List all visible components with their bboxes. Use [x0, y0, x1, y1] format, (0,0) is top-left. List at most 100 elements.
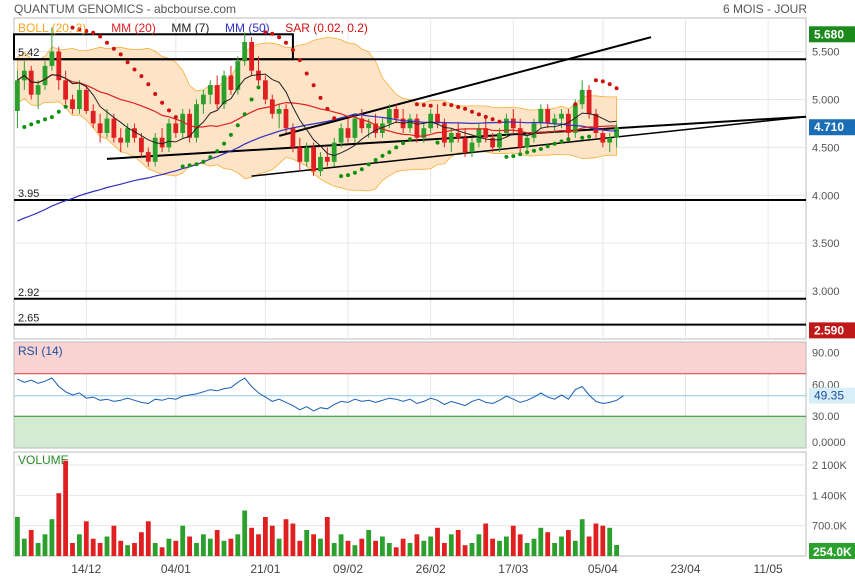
chart-title: QUANTUM GENOMICS - abcbourse.com	[14, 2, 237, 16]
sar-dot	[387, 150, 392, 155]
x-tick-label: 05/04	[588, 562, 618, 576]
sar-dot	[346, 173, 350, 178]
sar-dot	[105, 40, 109, 45]
rsi-tick-label: 30.00	[812, 411, 840, 423]
moving-averages	[17, 73, 617, 222]
sar-dot	[235, 123, 240, 128]
volume-bar	[97, 543, 103, 556]
rsi-tick-label: 90.00	[812, 348, 840, 360]
sar-dot	[318, 95, 323, 100]
candle-body	[159, 137, 165, 148]
volume-bar	[214, 530, 220, 556]
price-tick-label: 4.500	[812, 142, 840, 154]
volume-bar	[510, 525, 516, 556]
volume-bar	[42, 534, 48, 556]
volume-bar	[448, 534, 454, 556]
candle-body	[572, 104, 578, 133]
candle-body	[166, 123, 172, 148]
sar-dot	[70, 25, 75, 30]
sar-dot	[339, 174, 344, 179]
level-label: 3.95	[18, 188, 39, 200]
sar-dot	[201, 159, 206, 164]
volume-bar	[462, 545, 468, 556]
volume-bar	[290, 523, 296, 556]
volume-bar	[311, 534, 316, 556]
legend-item: MM (7)	[171, 21, 209, 35]
candle-body	[173, 123, 179, 133]
sar-dot	[456, 105, 461, 109]
volume-bar	[49, 519, 55, 556]
sar-dot	[84, 29, 89, 33]
volume-bar	[579, 519, 585, 556]
volume-bar	[63, 460, 68, 556]
candle-body	[393, 109, 399, 119]
sar-dot	[63, 104, 68, 109]
ma7-line	[17, 73, 617, 157]
sar-dot	[187, 163, 192, 168]
volume-bar	[90, 538, 96, 556]
ma20-line	[17, 74, 617, 137]
volume-bar	[517, 534, 523, 556]
volume-bar	[28, 530, 34, 556]
volume-bar	[386, 543, 392, 556]
level-label: 2.65	[18, 313, 39, 325]
sar-dot	[593, 78, 598, 83]
sar-dot	[153, 92, 158, 96]
sar-dot	[167, 108, 171, 113]
sar-dot	[559, 139, 564, 144]
candle-body	[132, 128, 137, 138]
parabolic-sar	[22, 25, 619, 179]
sar-dot	[284, 40, 288, 45]
candle-body	[593, 113, 599, 133]
volume-bar	[221, 540, 227, 556]
price-tag	[809, 119, 855, 136]
x-tick-label: 21/01	[250, 562, 280, 576]
candle-body	[366, 123, 372, 129]
sar-dot	[394, 145, 399, 150]
volume-bar	[21, 538, 27, 556]
candle-body	[104, 118, 110, 133]
sar-dot	[194, 162, 199, 167]
x-tick-label: 23/04	[670, 562, 700, 576]
volume-bar	[256, 534, 261, 556]
volume-bar	[545, 532, 551, 556]
candle-body	[579, 89, 585, 105]
volume-bar	[490, 538, 495, 556]
candle-body	[283, 109, 289, 129]
legend-item: MM (50)	[225, 21, 270, 35]
sar-dot	[111, 46, 116, 51]
volume-bar	[297, 540, 303, 556]
rsi-line	[17, 377, 624, 412]
x-tick-label: 11/05	[754, 562, 783, 576]
volume-bar	[524, 543, 530, 556]
sar-dot	[49, 115, 54, 120]
volume-bar	[180, 525, 186, 556]
volume-bar	[56, 493, 62, 556]
sar-dot	[490, 117, 495, 122]
volume-bar	[35, 543, 41, 556]
volume-bar	[414, 534, 420, 556]
sar-dot	[545, 144, 550, 149]
volume-bar	[476, 534, 482, 556]
volume-panel: VOLUME	[13, 451, 807, 557]
sar-dot	[587, 134, 592, 139]
sar-dot	[215, 149, 220, 154]
price-tag-label: 5.680	[814, 27, 844, 41]
candle-body	[49, 51, 55, 66]
sar-dot	[504, 154, 509, 159]
volume-bar	[276, 538, 282, 556]
sar-dot	[428, 103, 433, 108]
volume-bar	[152, 543, 158, 556]
candle-body	[221, 75, 227, 105]
candle-body	[152, 137, 158, 162]
x-tick-label: 14/12	[71, 562, 101, 576]
volume-bar	[283, 519, 289, 556]
candle-body	[504, 118, 509, 133]
candle-body	[15, 80, 20, 111]
legend-item: BOLL (20, 2)	[18, 21, 86, 35]
x-tick-label: 09/02	[333, 562, 363, 576]
candle-body	[242, 42, 248, 62]
candle-body	[180, 113, 186, 133]
sar-dot	[56, 109, 61, 114]
candle-body	[331, 142, 337, 162]
